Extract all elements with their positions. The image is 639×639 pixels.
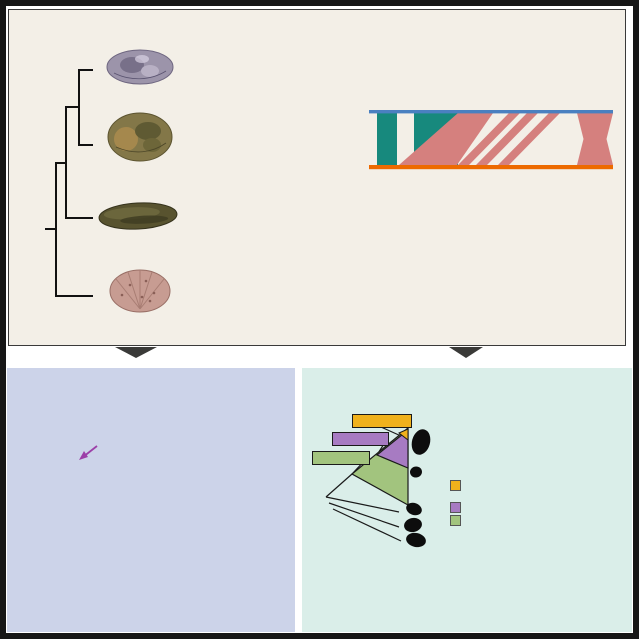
legend-swatch-purple: [450, 502, 461, 513]
haplotype-triangle: [398, 428, 409, 442]
pie-a-senhousia: [456, 204, 514, 262]
clade-tree: [325, 426, 431, 548]
polymorphism-panel: [302, 368, 632, 632]
panel-flow-arrows: [115, 347, 483, 358]
clade-box-ostreids: [332, 432, 389, 446]
ostreids-triangle: [375, 428, 409, 469]
pie-p-fucata: [375, 205, 435, 265]
scatter-ylabel: [113, 435, 127, 585]
haplotype-a-line: [369, 110, 613, 114]
clade-box-haplotype: [352, 414, 412, 428]
dotplot-ylabel: [201, 191, 213, 237]
legend-swatch-yellow: [450, 480, 461, 491]
phylogenetic-tree-lines: [45, 69, 93, 297]
pie-c-sikamea: [297, 206, 359, 268]
tes-arrow-icon: [79, 445, 98, 460]
pie-m-varia: [538, 203, 598, 263]
te-panel: [7, 368, 295, 632]
hds-synteny-diagram: [369, 110, 613, 170]
shell-photo-m-varia: [109, 269, 171, 313]
down-arrow-icon: [115, 347, 157, 358]
haplotype-b-line: [369, 165, 613, 170]
dotplot-ylabel: [201, 267, 213, 313]
bivalve-silhouettes: [404, 429, 431, 548]
shell-photo-a-senhousia: [98, 202, 178, 230]
dotplot-ylabel: [201, 43, 213, 89]
shell-photo-c-sikamea: [106, 49, 174, 85]
down-arrow-icon: [449, 347, 483, 358]
dotplot-ylabel: [201, 114, 213, 160]
clade-box-bivalves: [312, 451, 370, 465]
legend-swatch-green: [450, 515, 461, 526]
shell-photo-p-fucata: [107, 112, 173, 162]
